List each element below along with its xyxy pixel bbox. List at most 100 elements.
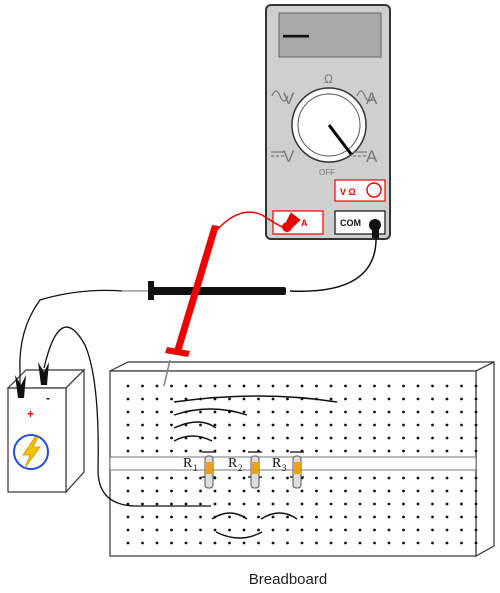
breadboard-hole[interactable] xyxy=(271,410,275,414)
breadboard-hole[interactable] xyxy=(213,423,217,427)
breadboard-hole[interactable] xyxy=(373,436,376,440)
breadboard-hole[interactable] xyxy=(373,397,376,401)
breadboard-hole[interactable] xyxy=(329,489,333,493)
breadboard-hole[interactable] xyxy=(373,502,376,506)
breadboard-hole[interactable] xyxy=(228,489,231,493)
breadboard-hole[interactable] xyxy=(155,489,159,493)
breadboard-hole[interactable] xyxy=(358,502,362,506)
breadboard-hole[interactable] xyxy=(199,528,202,532)
breadboard-hole[interactable] xyxy=(199,449,202,453)
breadboard-hole[interactable] xyxy=(228,502,231,506)
breadboard-hole[interactable] xyxy=(271,436,275,440)
breadboard-hole[interactable] xyxy=(387,489,391,493)
breadboard-hole[interactable] xyxy=(184,528,188,532)
breadboard-hole[interactable] xyxy=(271,384,275,388)
breadboard-hole[interactable] xyxy=(315,476,318,480)
breadboard-hole[interactable] xyxy=(431,502,434,506)
breadboard-hole[interactable] xyxy=(387,384,391,388)
breadboard-hole[interactable] xyxy=(141,502,144,506)
breadboard-hole[interactable] xyxy=(358,436,362,440)
breadboard-hole[interactable] xyxy=(126,410,130,414)
breadboard-hole[interactable] xyxy=(184,449,188,453)
breadboard-hole[interactable] xyxy=(387,528,391,532)
breadboard-hole[interactable] xyxy=(431,541,434,545)
breadboard-hole[interactable] xyxy=(228,541,231,545)
breadboard-hole[interactable] xyxy=(460,397,463,401)
breadboard-hole[interactable] xyxy=(228,449,231,453)
breadboard-hole[interactable] xyxy=(184,489,188,493)
breadboard-hole[interactable] xyxy=(228,436,231,440)
breadboard-hole[interactable] xyxy=(286,384,289,388)
breadboard-hole[interactable] xyxy=(387,502,391,506)
black-lead-plug[interactable] xyxy=(369,219,381,238)
breadboard-hole[interactable] xyxy=(474,436,478,440)
breadboard-hole[interactable] xyxy=(402,541,405,545)
breadboard-hole[interactable] xyxy=(213,541,217,545)
breadboard-hole[interactable] xyxy=(358,384,362,388)
breadboard-hole[interactable] xyxy=(373,541,376,545)
breadboard-hole[interactable] xyxy=(141,384,144,388)
alligator-clip-icon[interactable] xyxy=(38,362,49,385)
breadboard-hole[interactable] xyxy=(141,449,144,453)
breadboard-hole[interactable] xyxy=(373,423,376,427)
breadboard-hole[interactable] xyxy=(416,528,420,532)
breadboard-hole[interactable] xyxy=(155,515,159,519)
breadboard-hole[interactable] xyxy=(373,476,376,480)
breadboard-hole[interactable] xyxy=(344,489,347,493)
breadboard-hole[interactable] xyxy=(170,449,173,453)
breadboard-hole[interactable] xyxy=(431,489,434,493)
breadboard-hole[interactable] xyxy=(242,423,246,427)
breadboard-hole[interactable] xyxy=(199,515,202,519)
breadboard-hole[interactable] xyxy=(329,502,333,506)
breadboard-hole[interactable] xyxy=(358,449,362,453)
breadboard-hole[interactable] xyxy=(271,528,275,532)
breadboard-hole[interactable] xyxy=(460,384,463,388)
breadboard-hole[interactable] xyxy=(141,410,144,414)
breadboard-hole[interactable] xyxy=(170,384,173,388)
breadboard-hole[interactable] xyxy=(358,515,362,519)
breadboard-hole[interactable] xyxy=(344,515,347,519)
breadboard-hole[interactable] xyxy=(155,528,159,532)
breadboard-hole[interactable] xyxy=(199,423,202,427)
breadboard-hole[interactable] xyxy=(416,489,420,493)
breadboard-hole[interactable] xyxy=(402,384,405,388)
breadboard-hole[interactable] xyxy=(126,384,130,388)
breadboard-hole[interactable] xyxy=(460,449,463,453)
breadboard-hole[interactable] xyxy=(257,502,260,506)
breadboard-hole[interactable] xyxy=(242,397,246,401)
breadboard-hole[interactable] xyxy=(155,449,159,453)
alligator-clip-icon[interactable] xyxy=(15,375,26,398)
breadboard-hole[interactable] xyxy=(373,449,376,453)
breadboard-hole[interactable] xyxy=(126,423,130,427)
breadboard-hole[interactable] xyxy=(344,397,347,401)
breadboard-hole[interactable] xyxy=(431,384,434,388)
breadboard-hole[interactable] xyxy=(402,489,405,493)
black-probe[interactable] xyxy=(122,281,286,300)
breadboard-hole[interactable] xyxy=(315,502,318,506)
breadboard-hole[interactable] xyxy=(344,449,347,453)
breadboard-hole[interactable] xyxy=(460,476,463,480)
breadboard-hole[interactable] xyxy=(416,541,420,545)
breadboard-hole[interactable] xyxy=(286,541,289,545)
breadboard-hole[interactable] xyxy=(344,410,347,414)
breadboard-hole[interactable] xyxy=(445,410,449,414)
breadboard-hole[interactable] xyxy=(460,489,463,493)
breadboard-hole[interactable] xyxy=(213,384,217,388)
breadboard-hole[interactable] xyxy=(373,410,376,414)
breadboard-hole[interactable] xyxy=(358,476,362,480)
breadboard-hole[interactable] xyxy=(329,384,333,388)
breadboard-hole[interactable] xyxy=(271,502,275,506)
breadboard-hole[interactable] xyxy=(141,541,144,545)
breadboard-hole[interactable] xyxy=(286,423,289,427)
breadboard-hole[interactable] xyxy=(402,449,405,453)
breadboard-hole[interactable] xyxy=(474,410,478,414)
breadboard-hole[interactable] xyxy=(155,502,159,506)
breadboard-hole[interactable] xyxy=(126,528,130,532)
breadboard-hole[interactable] xyxy=(474,528,478,532)
breadboard-hole[interactable] xyxy=(431,436,434,440)
breadboard-hole[interactable] xyxy=(329,397,333,401)
breadboard-hole[interactable] xyxy=(445,489,449,493)
breadboard-hole[interactable] xyxy=(416,449,420,453)
breadboard-hole[interactable] xyxy=(329,528,333,532)
breadboard-hole[interactable] xyxy=(445,502,449,506)
